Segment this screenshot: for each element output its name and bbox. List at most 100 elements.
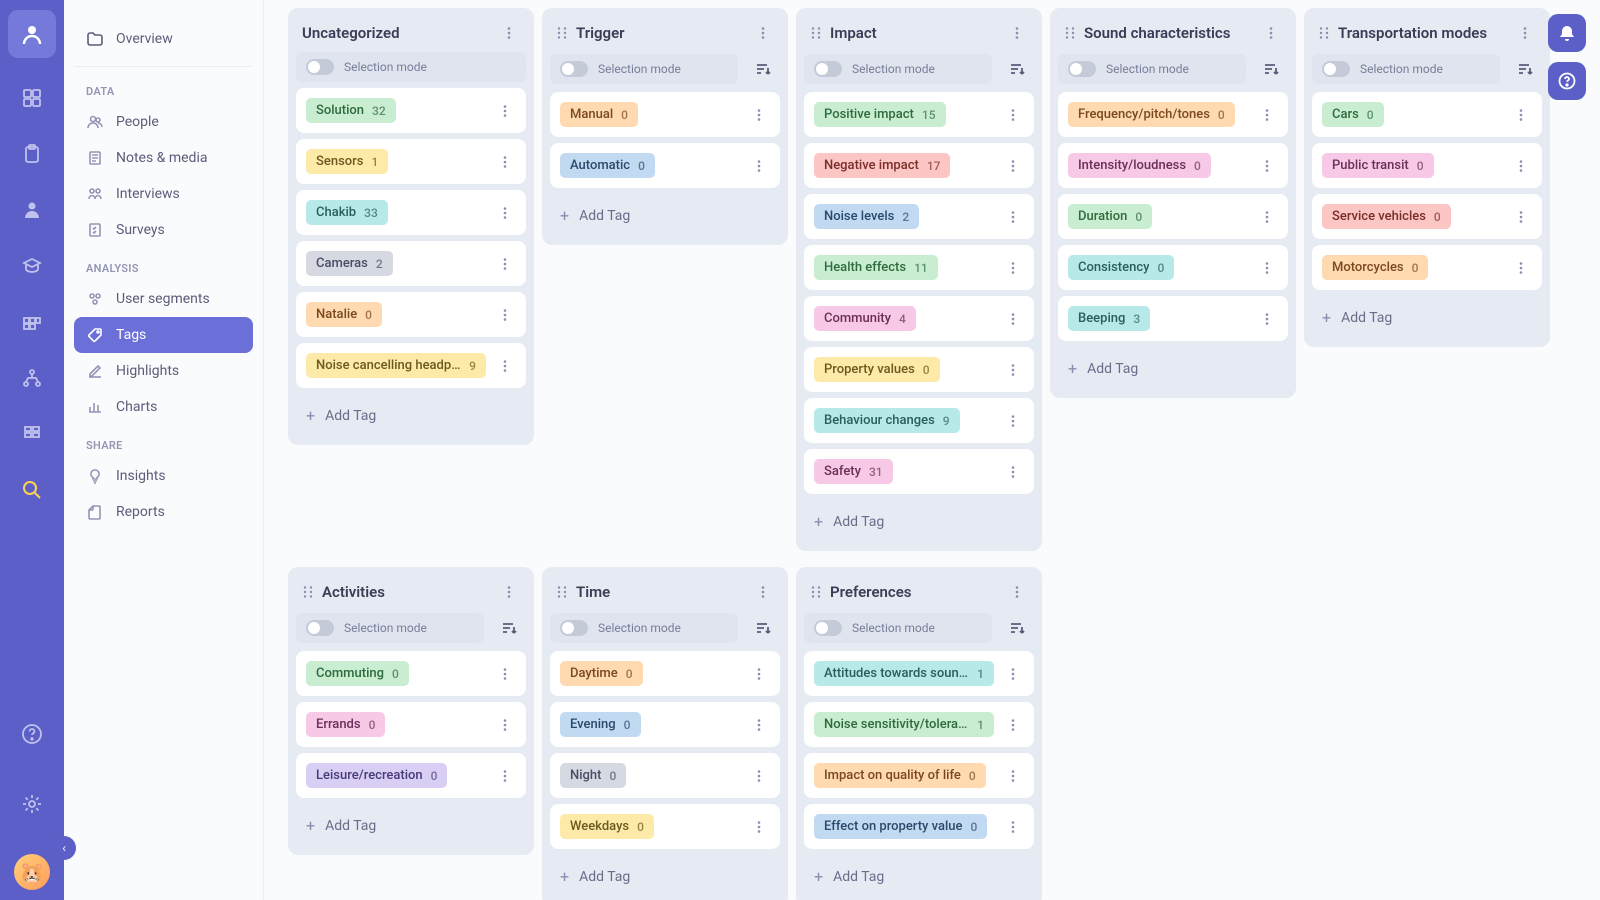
tag-menu-button[interactable] [1510, 106, 1532, 124]
sidebar-item-charts[interactable]: Charts [74, 389, 253, 425]
toggle-switch[interactable] [1322, 61, 1350, 77]
tag-card[interactable]: Commuting0 [296, 651, 526, 696]
selection-mode-toggle[interactable]: Selection mode [804, 54, 992, 84]
tag-card[interactable]: Effect on property value0 [804, 804, 1034, 849]
add-tag-button[interactable]: +Add Tag [804, 855, 1034, 898]
app-logo[interactable] [8, 10, 56, 58]
help-button[interactable] [1548, 62, 1586, 100]
tag-menu-button[interactable] [1002, 818, 1024, 836]
tag-card[interactable]: Service vehicles0 [1312, 194, 1542, 239]
tag-card[interactable]: Noise levels2 [804, 194, 1034, 239]
tag-menu-button[interactable] [1256, 157, 1278, 175]
selection-mode-toggle[interactable]: Selection mode [804, 613, 992, 643]
column-menu-button[interactable] [1006, 583, 1028, 601]
tag-menu-button[interactable] [748, 767, 770, 785]
tag-menu-button[interactable] [1002, 106, 1024, 124]
sidebar-item-highlights[interactable]: Highlights [74, 353, 253, 389]
tag-card[interactable]: Beeping3 [1058, 296, 1288, 341]
sidebar-item-surveys[interactable]: Surveys [74, 212, 253, 248]
rail-search-icon[interactable] [12, 470, 52, 510]
tag-card[interactable]: Cars0 [1312, 92, 1542, 137]
tag-menu-button[interactable] [1256, 106, 1278, 124]
sidebar-item-interviews[interactable]: Interviews [74, 176, 253, 212]
tag-card[interactable]: Attitudes towards sounds1 [804, 651, 1034, 696]
sort-button[interactable] [746, 611, 780, 645]
toggle-switch[interactable] [560, 61, 588, 77]
sort-button[interactable] [746, 52, 780, 86]
toggle-switch[interactable] [814, 620, 842, 636]
drag-handle-icon[interactable] [1064, 26, 1076, 40]
tag-menu-button[interactable] [494, 767, 516, 785]
sort-button[interactable] [1508, 52, 1542, 86]
add-tag-button[interactable]: +Add Tag [550, 194, 780, 237]
tag-menu-button[interactable] [1002, 716, 1024, 734]
sidebar-overview[interactable]: Overview [74, 12, 253, 67]
tag-menu-button[interactable] [1002, 412, 1024, 430]
tag-card[interactable]: Noise cancelling headph…9 [296, 343, 526, 388]
tag-menu-button[interactable] [494, 204, 516, 222]
drag-handle-icon[interactable] [556, 26, 568, 40]
tag-card[interactable]: Consistency0 [1058, 245, 1288, 290]
sort-button[interactable] [492, 611, 526, 645]
tag-card[interactable]: Behaviour changes9 [804, 398, 1034, 443]
tag-card[interactable]: Public transit0 [1312, 143, 1542, 188]
rail-help-icon[interactable] [12, 714, 52, 754]
tag-menu-button[interactable] [494, 255, 516, 273]
tag-card[interactable]: Daytime0 [550, 651, 780, 696]
selection-mode-toggle[interactable]: Selection mode [296, 613, 484, 643]
sidebar-item-insights[interactable]: Insights [74, 458, 253, 494]
tag-menu-button[interactable] [1510, 157, 1532, 175]
tag-card[interactable]: Night0 [550, 753, 780, 798]
sidebar-item-tags[interactable]: Tags [74, 317, 253, 353]
collapse-sidebar-button[interactable]: ‹ [52, 836, 76, 860]
tag-card[interactable]: Negative impact17 [804, 143, 1034, 188]
column-menu-button[interactable] [1514, 24, 1536, 42]
tag-card[interactable]: Motorcycles0 [1312, 245, 1542, 290]
tag-card[interactable]: Evening0 [550, 702, 780, 747]
tag-card[interactable]: Impact on quality of life0 [804, 753, 1034, 798]
sidebar-item-reports[interactable]: Reports [74, 494, 253, 530]
toggle-switch[interactable] [1068, 61, 1096, 77]
tag-menu-button[interactable] [1002, 157, 1024, 175]
toggle-switch[interactable] [306, 59, 334, 75]
sort-button[interactable] [1000, 52, 1034, 86]
sort-button[interactable] [1000, 611, 1034, 645]
rail-dashboard-icon[interactable] [12, 78, 52, 118]
column-menu-button[interactable] [752, 24, 774, 42]
rail-education-icon[interactable] [12, 246, 52, 286]
column-menu-button[interactable] [1260, 24, 1282, 42]
notifications-button[interactable] [1548, 14, 1586, 52]
tag-menu-button[interactable] [494, 102, 516, 120]
tag-menu-button[interactable] [748, 818, 770, 836]
selection-mode-toggle[interactable]: Selection mode [550, 54, 738, 84]
tag-menu-button[interactable] [1002, 767, 1024, 785]
tag-card[interactable]: Cameras2 [296, 241, 526, 286]
tag-menu-button[interactable] [1256, 208, 1278, 226]
tag-menu-button[interactable] [1256, 259, 1278, 277]
toggle-switch[interactable] [306, 620, 334, 636]
drag-handle-icon[interactable] [810, 585, 822, 599]
rail-person-icon[interactable] [12, 190, 52, 230]
toggle-switch[interactable] [814, 61, 842, 77]
selection-mode-toggle[interactable]: Selection mode [1058, 54, 1246, 84]
tag-menu-button[interactable] [494, 716, 516, 734]
column-menu-button[interactable] [752, 583, 774, 601]
tag-menu-button[interactable] [494, 306, 516, 324]
tag-card[interactable]: Natalie0 [296, 292, 526, 337]
tag-menu-button[interactable] [494, 665, 516, 683]
tag-card[interactable]: Automatic0 [550, 143, 780, 188]
tag-card[interactable]: Intensity/loudness0 [1058, 143, 1288, 188]
tag-card[interactable]: Safety31 [804, 449, 1034, 494]
add-tag-button[interactable]: +Add Tag [1312, 296, 1542, 339]
column-menu-button[interactable] [498, 583, 520, 601]
selection-mode-toggle[interactable]: Selection mode [296, 52, 526, 82]
tag-menu-button[interactable] [1510, 208, 1532, 226]
tag-menu-button[interactable] [1510, 259, 1532, 277]
tag-card[interactable]: Health effects11 [804, 245, 1034, 290]
tag-card[interactable]: Duration0 [1058, 194, 1288, 239]
drag-handle-icon[interactable] [1318, 26, 1330, 40]
column-menu-button[interactable] [1006, 24, 1028, 42]
add-tag-button[interactable]: +Add Tag [296, 804, 526, 847]
tag-card[interactable]: Chakib33 [296, 190, 526, 235]
rail-clipboard-icon[interactable] [12, 134, 52, 174]
